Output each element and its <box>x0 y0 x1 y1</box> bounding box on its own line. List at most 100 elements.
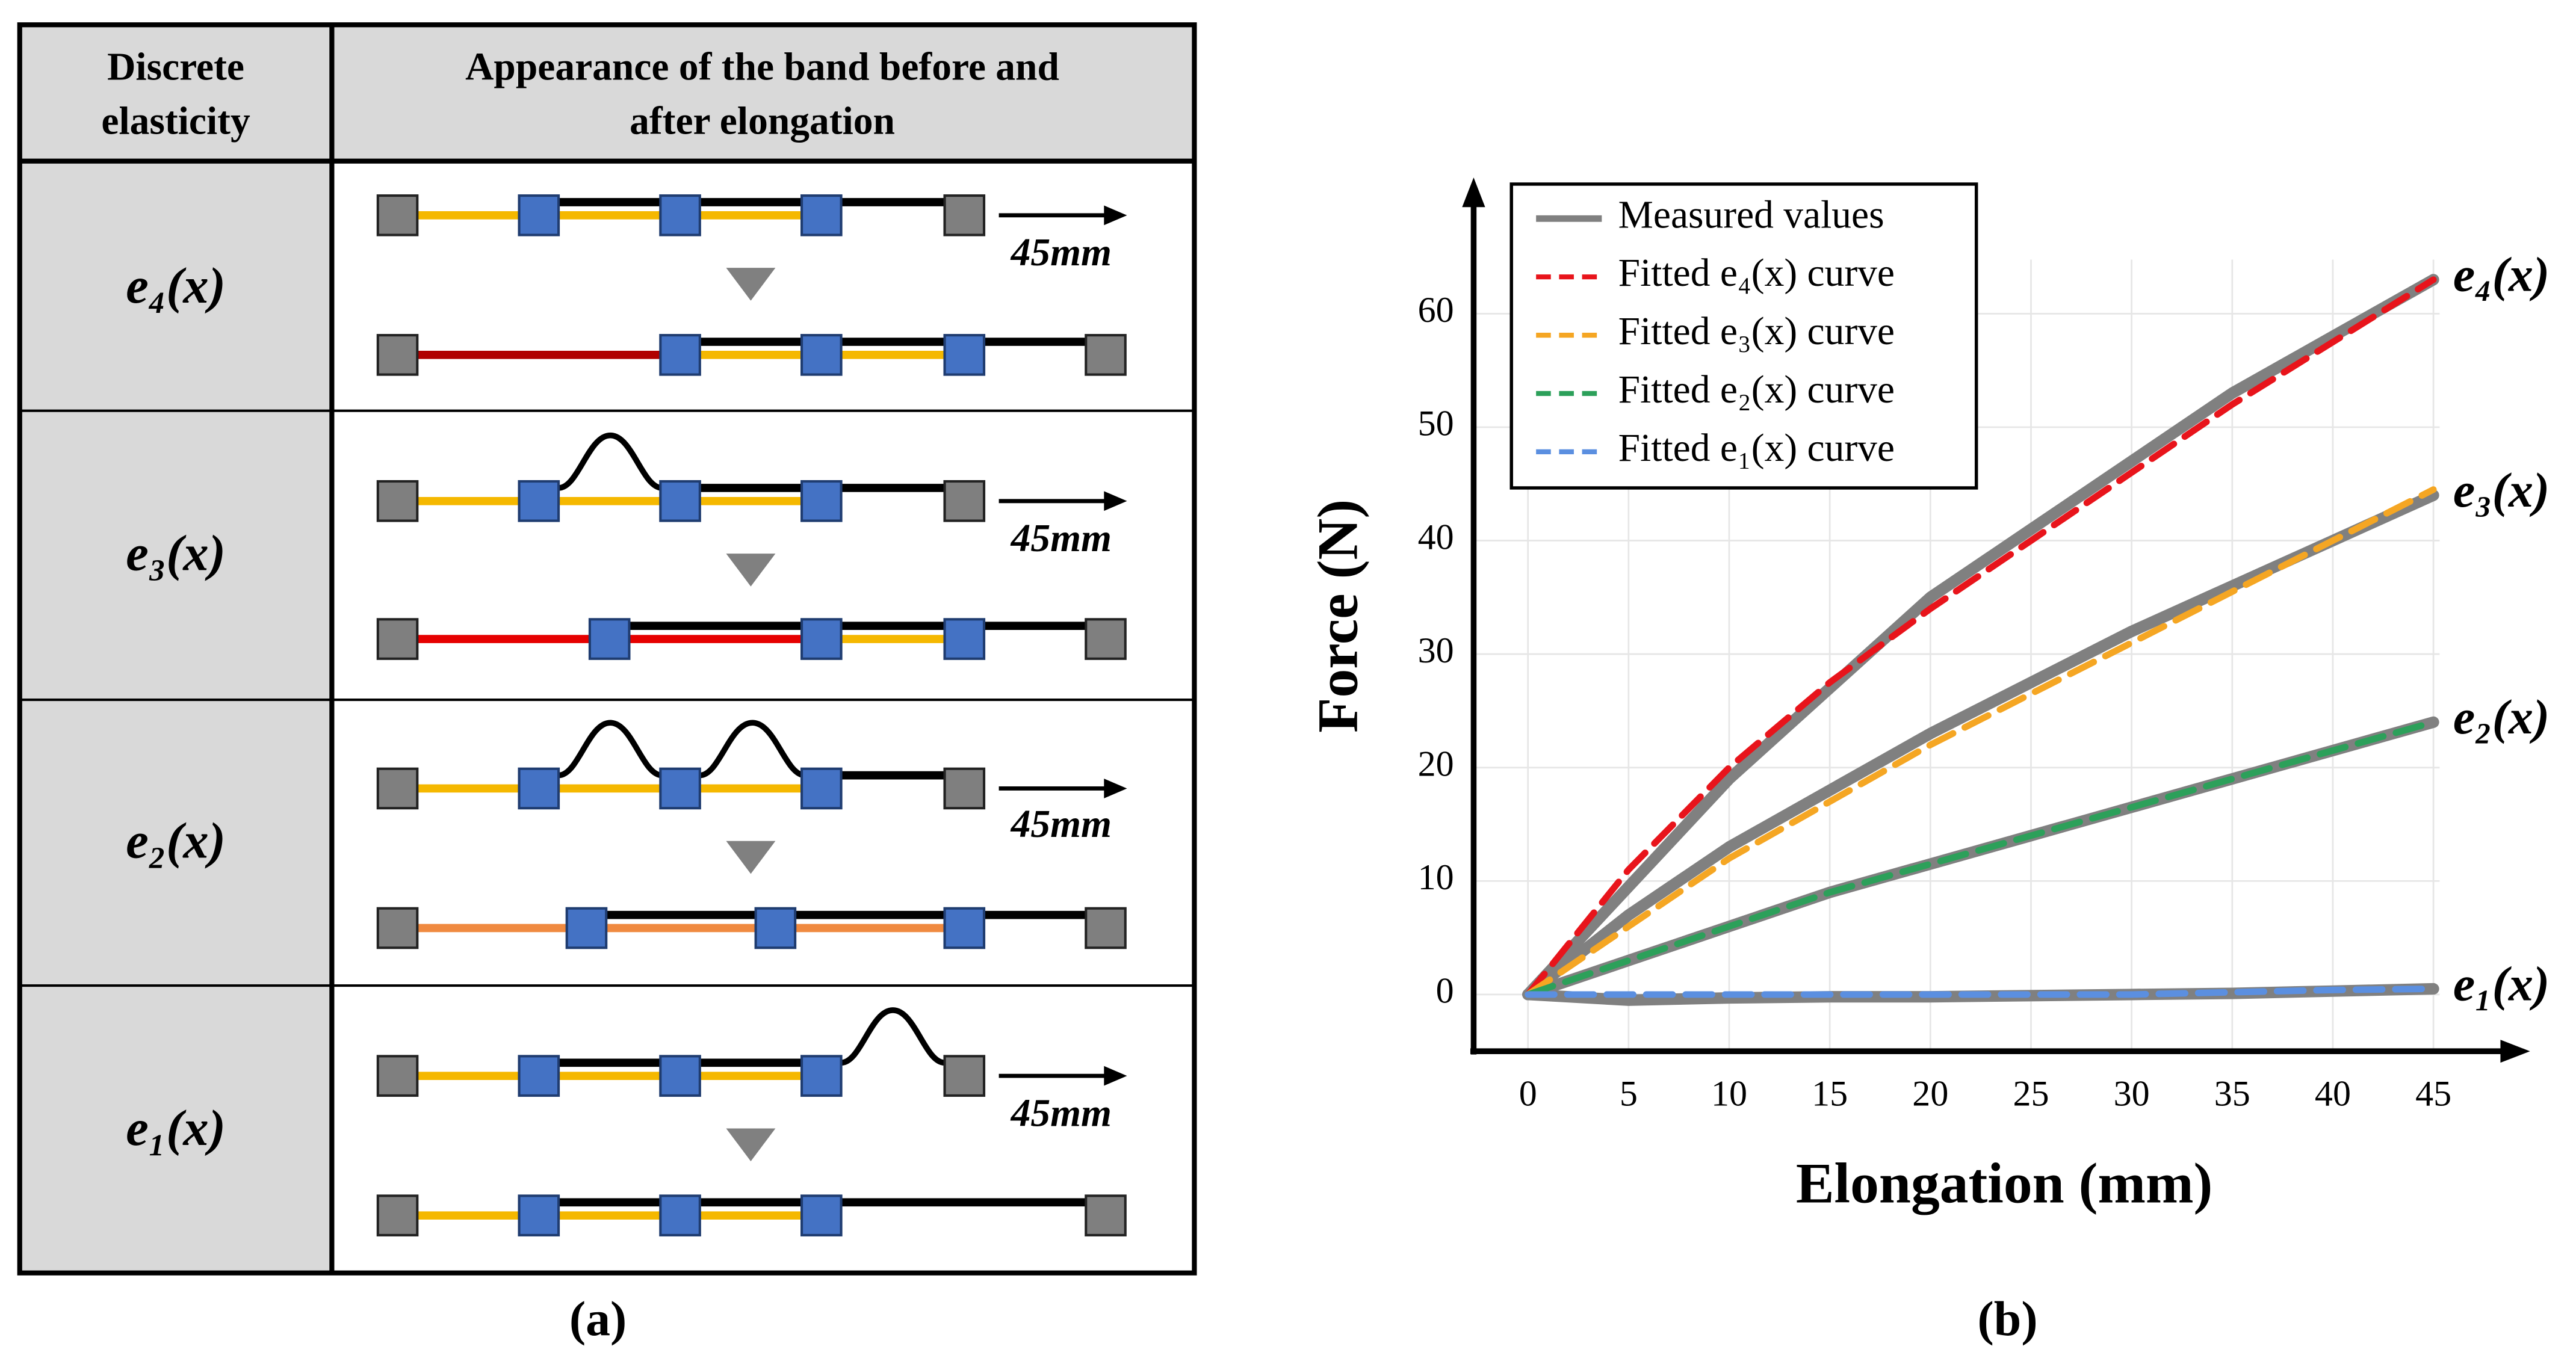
x-axis-arrow <box>2500 1040 2530 1063</box>
band-block <box>800 1055 843 1097</box>
anchor-block <box>1085 334 1127 376</box>
anchor-block <box>376 194 419 236</box>
band-block <box>800 334 843 376</box>
band-block <box>659 334 701 376</box>
fitted-curve <box>1525 718 2437 998</box>
anchor-block <box>376 480 419 522</box>
x-tick-label: 25 <box>2013 1073 2049 1113</box>
table-grid <box>17 22 1197 1276</box>
down-triangle <box>726 554 776 587</box>
arrow-head <box>1104 1066 1127 1086</box>
band-block <box>943 618 986 660</box>
legend-label: Fitted e₃(x) curve <box>1618 310 1895 353</box>
elongation-label: 45mm <box>1010 803 1112 846</box>
band-block <box>659 767 701 810</box>
legend-label: Fitted e₄(x) curve <box>1618 251 1895 295</box>
captions: (a) (b) <box>569 1291 2038 1346</box>
x-tick-label: 0 <box>1519 1073 1537 1113</box>
x-tick-label: 5 <box>1620 1073 1638 1113</box>
band-block <box>800 194 843 236</box>
x-tick-label: 10 <box>1711 1073 1747 1113</box>
row-labels: e₄(x) e₃(x) e₂(x) e₁(x) <box>126 258 226 1156</box>
anchor-block <box>376 767 419 810</box>
table-header: Discrete elasticity Appearance of the ba… <box>101 46 1059 143</box>
fitted-curve <box>1525 486 2437 998</box>
curve-label: e₃(x) <box>2453 463 2550 517</box>
band-block <box>565 907 608 949</box>
x-axis-title: Elongation (mm) <box>1796 1151 2213 1215</box>
header-text: elasticity <box>101 100 250 143</box>
elongation-label: 45mm <box>1010 231 1112 274</box>
header-bg <box>19 25 1195 161</box>
elongation-labels: 45mm 45mm 45mm 45mm <box>1010 231 1112 1135</box>
x-tick-label: 40 <box>2315 1073 2351 1113</box>
anchor-block <box>376 1055 419 1097</box>
band-block <box>588 618 631 660</box>
y-tick-label: 60 <box>1418 289 1454 330</box>
caption: (b) <box>1978 1291 2038 1346</box>
band-block <box>518 1055 560 1097</box>
curve-label: e₄(x) <box>2453 247 2550 302</box>
arrow-head <box>1104 779 1127 798</box>
anchor-block <box>376 334 419 376</box>
caption: (a) <box>569 1291 627 1346</box>
band-bump <box>558 720 663 779</box>
band-diagrams <box>376 194 1127 1236</box>
band-block <box>800 767 843 810</box>
band-block <box>518 194 560 236</box>
anchor-block <box>376 907 419 949</box>
curve-label: e₁(x) <box>2453 956 2550 1011</box>
y-tick-label: 30 <box>1418 630 1454 670</box>
band-block <box>518 1194 560 1236</box>
band-block <box>800 618 843 660</box>
band-block <box>800 1194 843 1236</box>
header-text: Appearance of the band before and <box>465 46 1059 89</box>
legend-label: Fitted e₁(x) curve <box>1618 427 1895 470</box>
fitted-curve <box>1525 276 2437 998</box>
anchor-block <box>376 618 419 660</box>
band-block <box>659 194 701 236</box>
band-block <box>800 480 843 522</box>
measured-curve <box>1522 274 2439 1001</box>
x-tick-label: 20 <box>1912 1073 1948 1113</box>
band-block <box>518 767 560 810</box>
x-tick-label: 45 <box>2415 1073 2451 1113</box>
y-axis-title: Force (N) <box>1306 499 1370 733</box>
row-label: e₁(x) <box>126 1100 226 1156</box>
elongation-label: 45mm <box>1010 1091 1112 1135</box>
band-block <box>943 907 986 949</box>
anchor-block <box>943 194 986 236</box>
x-tick-label: 15 <box>1812 1073 1848 1113</box>
band-bump <box>840 1007 946 1066</box>
band-block <box>518 480 560 522</box>
legend-box <box>1509 182 1978 490</box>
anchor-block <box>1085 1194 1127 1236</box>
y-axis-arrow <box>1462 177 1485 208</box>
row-label: e₄(x) <box>126 258 226 314</box>
anchor-block <box>943 480 986 522</box>
band-block <box>943 334 986 376</box>
header-text: Discrete <box>107 46 244 89</box>
table-border <box>17 22 1197 1276</box>
band-block <box>754 907 797 949</box>
row-label: e₂(x) <box>126 813 226 869</box>
elongation-label: 45mm <box>1010 517 1112 560</box>
band-block <box>659 1194 701 1236</box>
band-block <box>659 480 701 522</box>
down-triangle <box>726 1128 776 1162</box>
curve-label: e₂(x) <box>2453 690 2550 744</box>
y-tick-label: 20 <box>1418 744 1454 784</box>
arrow-head <box>1104 205 1127 226</box>
band-block <box>659 1055 701 1097</box>
x-tick-label: 30 <box>2114 1073 2150 1113</box>
y-tick-label: 50 <box>1418 403 1454 443</box>
y-tick-label: 40 <box>1418 516 1454 557</box>
y-tick-label: 10 <box>1418 857 1454 897</box>
anchor-block <box>943 1055 986 1097</box>
anchor-block <box>943 767 986 810</box>
legend-label: Measured values <box>1618 193 1884 236</box>
anchor-block <box>1085 618 1127 660</box>
